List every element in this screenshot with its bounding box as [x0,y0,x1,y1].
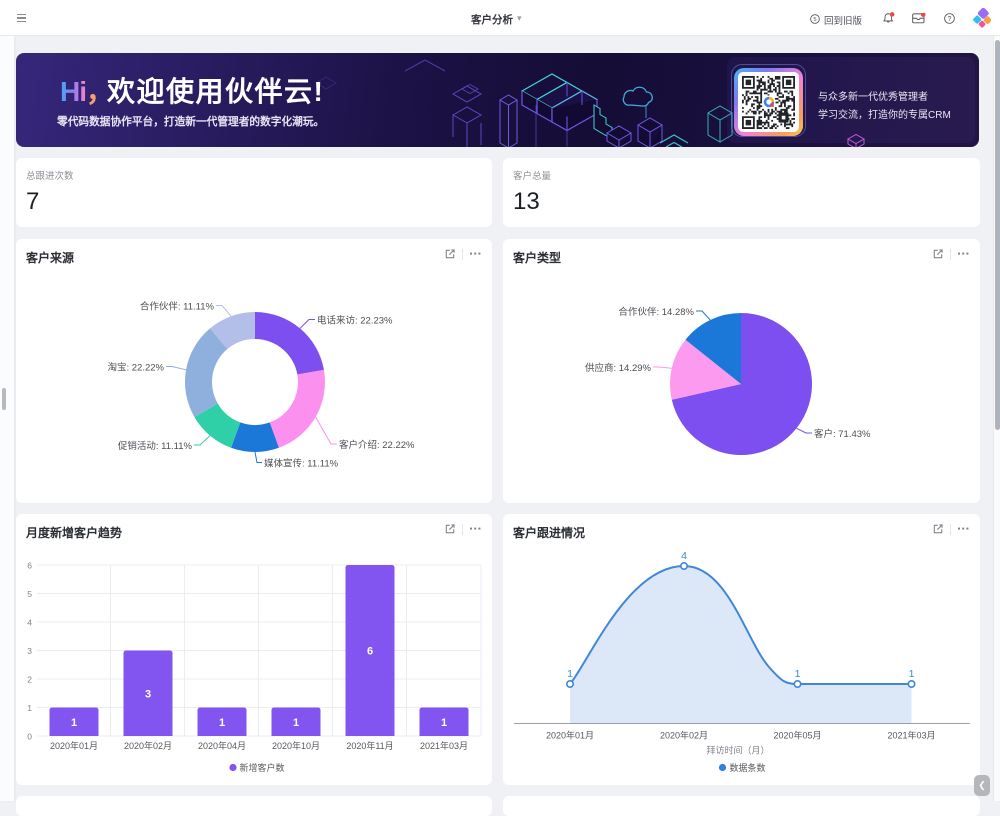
svg-text:2021年03月: 2021年03月 [887,730,935,741]
svg-text:媒体宣传: 11.11%: 媒体宣传: 11.11% [264,458,339,470]
svg-text:1: 1 [71,717,77,729]
svg-text:1: 1 [293,717,299,729]
svg-text:2020年10月: 2020年10月 [272,740,320,751]
svg-text:2020年02月: 2020年02月 [660,730,708,741]
svg-text:1: 1 [219,717,225,729]
svg-text:客户介绍: 22.22%: 客户介绍: 22.22% [339,439,415,451]
svg-text:2020年05月: 2020年05月 [773,730,821,741]
svg-text:1: 1 [567,668,573,680]
svg-text:新增客户数: 新增客户数 [240,762,285,773]
svg-text:2020年04月: 2020年04月 [198,740,246,751]
svg-text:合作伙伴: 14.28%: 合作伙伴: 14.28% [619,306,695,318]
svg-text:数据条数: 数据条数 [730,762,766,773]
svg-text:拜访时间（月）: 拜访时间（月） [706,745,769,756]
svg-text:6: 6 [367,646,373,658]
svg-text:1: 1 [27,703,32,713]
svg-text:0: 0 [27,732,32,742]
svg-text:2020年01月: 2020年01月 [50,740,98,751]
svg-text:6: 6 [27,561,32,571]
svg-text:2020年11月: 2020年11月 [346,740,393,751]
svg-text:促销活动: 11.11%: 促销活动: 11.11% [118,440,193,452]
svg-text:淘宝: 22.22%: 淘宝: 22.22% [108,362,165,374]
svg-text:5: 5 [27,589,32,599]
svg-text:客户: 71.43%: 客户: 71.43% [814,428,871,440]
svg-text:4: 4 [27,618,32,628]
svg-text:2021年03月: 2021年03月 [420,740,468,751]
svg-text:2020年02月: 2020年02月 [124,740,172,751]
svg-text:?: ? [948,16,952,23]
svg-text:2020年01月: 2020年01月 [546,730,594,741]
svg-text:供应商: 14.29%: 供应商: 14.29% [585,362,652,374]
svg-text:3: 3 [27,646,32,656]
svg-text:1: 1 [795,668,801,680]
svg-text:1: 1 [909,668,915,680]
svg-text:3: 3 [145,688,151,700]
svg-text:5: 5 [813,17,816,23]
svg-text:1: 1 [441,717,447,729]
svg-text:4: 4 [681,550,687,562]
svg-text:电话来访: 22.23%: 电话来访: 22.23% [317,315,393,327]
svg-text:2: 2 [27,675,32,685]
svg-text:合作伙伴: 11.11%: 合作伙伴: 11.11% [140,301,215,313]
